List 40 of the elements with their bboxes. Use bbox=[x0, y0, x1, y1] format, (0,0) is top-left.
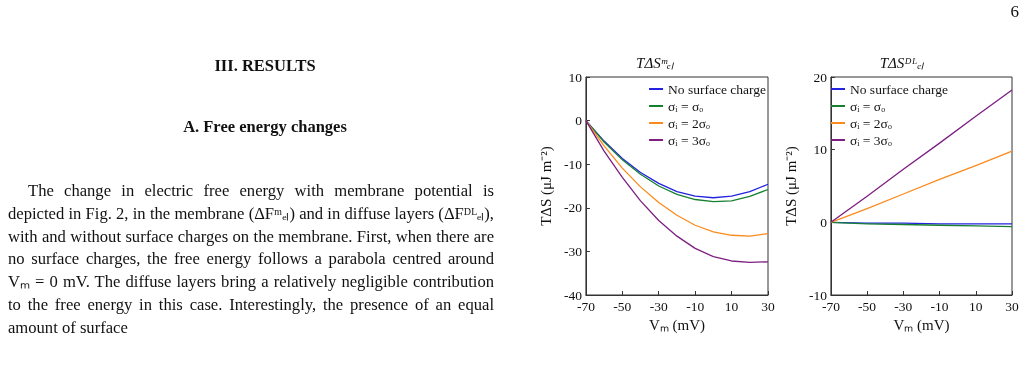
y-axis-title: TΔS (μJ m⁻²) bbox=[537, 146, 555, 226]
y-tick-label: -10 bbox=[808, 287, 828, 303]
x-tick-label: 30 bbox=[761, 298, 775, 314]
y-tick-label: 20 bbox=[813, 69, 828, 85]
x-tick-label: -30 bbox=[894, 298, 913, 314]
text: A. Free energy changes bbox=[182, 117, 348, 137]
y-tick-label: 0 bbox=[820, 214, 828, 230]
text: III. RESULTS bbox=[213, 56, 317, 76]
chart-title: TΔSᵐₑₗ bbox=[636, 54, 675, 71]
x-axis-title: Vₘ (mV) bbox=[648, 317, 705, 335]
x-tick-label: -50 bbox=[858, 298, 877, 314]
y-tick-label: 0 bbox=[575, 113, 583, 129]
x-tick-label: -10 bbox=[930, 298, 949, 314]
legend-label: σᵢ = σₒ bbox=[668, 98, 704, 114]
x-tick-label: -30 bbox=[649, 298, 668, 314]
y-tick-label: -10 bbox=[563, 156, 583, 172]
legend-label: σᵢ = 2σₒ bbox=[850, 115, 892, 131]
legend-label: σᵢ = σₒ bbox=[850, 98, 886, 114]
y-tick-label: -40 bbox=[563, 287, 583, 303]
legend-label: No surface charge bbox=[668, 81, 767, 97]
x-axis-title: Vₘ (mV) bbox=[893, 317, 950, 335]
x-tick-label: -50 bbox=[613, 298, 632, 314]
y-tick-label: -30 bbox=[563, 243, 583, 259]
y-tick-label: 10 bbox=[568, 69, 583, 85]
legend-label: σᵢ = 2σₒ bbox=[668, 115, 710, 131]
line-series bbox=[585, 119, 769, 263]
text: The change in electric free energy with membrane potential is depicted in Fig. 2, in the membrane (ΔFᵐₑₗ) and in diffuse layers (ΔFᴰᴸₑₗ), with and without surface charges on the membrane. First, when there are no surface charges, the free energy follows a parabola centred around Vₘ = 0 mV. The diffuse layers bring a relatively negligible contribution to the free energy in this case. Interestingly, the presence of an equal amount of surface bbox=[8, 180, 494, 339]
x-tick-label: 30 bbox=[1005, 298, 1019, 314]
legend-label: No surface charge bbox=[850, 81, 948, 97]
legend-label: σᵢ = 3σₒ bbox=[668, 132, 710, 148]
y-axis-title: TΔS (μJ m⁻²) bbox=[782, 146, 800, 226]
y-tick-label: -20 bbox=[563, 200, 583, 216]
line-series bbox=[830, 150, 1013, 223]
x-tick-label: 10 bbox=[724, 298, 739, 314]
text: 6 bbox=[1010, 2, 1019, 22]
y-tick-label: 10 bbox=[813, 142, 828, 158]
chart-title: TΔSᴰᴸₑₗ bbox=[879, 54, 926, 71]
x-tick-label: 10 bbox=[969, 298, 983, 314]
legend-label: σᵢ = 3σₒ bbox=[850, 132, 892, 148]
x-tick-label: -10 bbox=[686, 298, 705, 314]
